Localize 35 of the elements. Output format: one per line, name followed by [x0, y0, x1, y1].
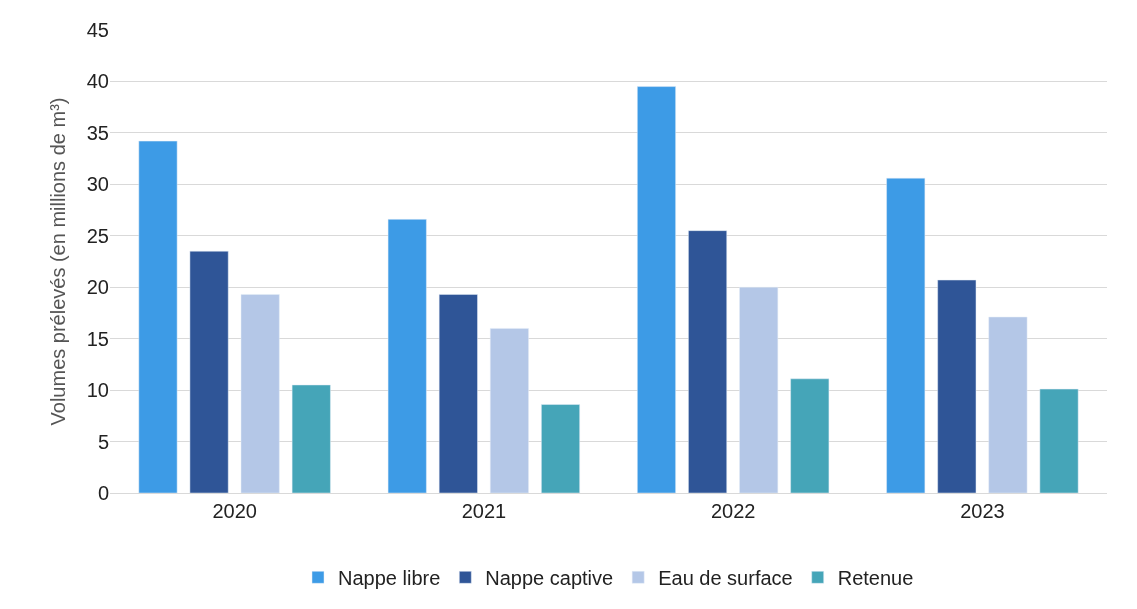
y-tick-label: 0	[97, 482, 109, 504]
legend-label: Nappe captive	[485, 567, 614, 590]
x-tick-label: 2022	[710, 500, 756, 522]
y-tick-label: 20	[86, 276, 109, 299]
y-tick-label: 15	[86, 327, 109, 350]
bar	[189, 250, 229, 493]
y-tick-label: 25	[86, 224, 109, 247]
bar	[937, 279, 977, 493]
bar	[240, 294, 280, 493]
legend-label: Nappe libre	[338, 567, 441, 590]
bar	[1039, 388, 1079, 493]
bar	[790, 378, 830, 493]
legend-label: Retenue	[837, 567, 914, 590]
legend-label: Eau de surface	[658, 567, 793, 590]
y-tick-label: 30	[86, 173, 109, 196]
bar	[438, 294, 478, 493]
bar	[490, 328, 529, 493]
y-tick-label: 10	[86, 379, 109, 402]
bar	[886, 177, 926, 493]
x-tick-label: 2023	[960, 500, 1005, 522]
x-tick-label: 2020	[212, 500, 257, 522]
y-tick-label: 35	[86, 121, 109, 144]
bar	[688, 230, 727, 493]
y-tick-label: 5	[97, 430, 109, 453]
bar	[637, 86, 676, 493]
bar	[387, 219, 427, 493]
bar	[739, 286, 779, 493]
bar	[988, 316, 1028, 493]
bar	[138, 140, 178, 493]
bar	[291, 384, 331, 493]
bar	[541, 404, 580, 493]
y-tick-label: 45	[86, 19, 109, 41]
y-axis-title: Volumes prélevés (en millions de m³)	[47, 97, 70, 426]
y-tick-label: 40	[86, 70, 109, 93]
x-tick-label: 2021	[461, 500, 507, 522]
